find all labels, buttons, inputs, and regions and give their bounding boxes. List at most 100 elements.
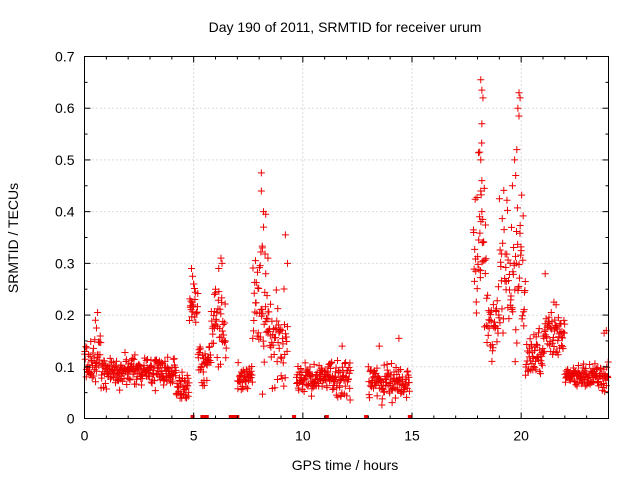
data-point: [508, 223, 516, 231]
data-point: [178, 368, 186, 376]
data-point: [248, 362, 256, 370]
data-point: [158, 367, 166, 375]
data-point: [194, 354, 202, 362]
data-point: [472, 309, 480, 317]
data-point: [509, 308, 517, 316]
data-point: [480, 323, 488, 331]
data-point: [503, 196, 511, 204]
data-point: [392, 363, 400, 371]
data-point: [473, 285, 481, 293]
x-tick-labels: 0 5 10 15 20: [81, 428, 530, 444]
data-point: [513, 339, 521, 347]
data-point: [581, 382, 589, 390]
data-point: [89, 349, 97, 357]
data-point: [553, 325, 561, 333]
data-point: [480, 184, 488, 192]
data-point: [560, 329, 568, 337]
data-point: [280, 382, 288, 390]
data-point: [187, 297, 195, 305]
data-point: [91, 336, 99, 344]
data-point: [300, 376, 308, 384]
data-point: [210, 339, 218, 347]
data-point: [215, 265, 223, 273]
data-point: [378, 395, 386, 403]
data-point: [477, 267, 485, 275]
data-point: [184, 382, 192, 390]
data-point: [132, 380, 140, 388]
data-point: [553, 324, 561, 332]
data-point: [516, 229, 524, 237]
data-point: [540, 347, 548, 355]
data-point: [478, 139, 486, 147]
data-point: [517, 247, 525, 255]
y-tick-label: 0.4: [55, 204, 75, 220]
data-point: [520, 306, 528, 314]
data-point: [218, 259, 226, 267]
data-point: [273, 358, 281, 366]
data-point: [486, 316, 494, 324]
zero-marker: [204, 415, 209, 419]
data-point: [494, 283, 502, 291]
zero-marker: [292, 415, 297, 419]
data-point: [263, 314, 271, 322]
data-point: [378, 401, 386, 409]
data-point: [216, 305, 224, 313]
data-point: [542, 331, 550, 339]
data-point: [267, 300, 275, 308]
data-point: [200, 381, 208, 389]
data-point: [532, 333, 540, 341]
zero-marker: [324, 415, 329, 419]
data-point: [171, 363, 179, 371]
data-point: [511, 156, 519, 164]
data-point: [151, 377, 159, 385]
data-point: [484, 331, 492, 339]
data-point: [107, 358, 115, 366]
data-point: [193, 303, 201, 311]
data-point: [546, 324, 554, 332]
data-point: [522, 371, 530, 379]
data-point: [390, 384, 398, 392]
data-point: [91, 316, 99, 324]
data-point: [537, 370, 545, 378]
data-point: [210, 312, 218, 320]
data-point: [558, 334, 566, 342]
data-point: [345, 375, 353, 383]
data-point: [275, 344, 283, 352]
data-point: [503, 250, 511, 258]
y-tick-label: 0.1: [55, 359, 75, 375]
data-point: [194, 289, 202, 297]
data-point: [306, 363, 314, 371]
data-point: [549, 334, 557, 342]
data-point: [344, 376, 352, 384]
data-point: [366, 394, 374, 402]
zero-marker: [202, 415, 207, 419]
data-point: [256, 262, 264, 270]
data-point: [580, 360, 588, 368]
data-point: [190, 313, 198, 321]
data-point: [472, 267, 480, 275]
data-point: [234, 359, 242, 367]
data-point: [237, 386, 245, 394]
data-point: [256, 333, 264, 341]
data-point: [259, 337, 267, 345]
data-point: [259, 310, 267, 318]
data-point: [253, 268, 261, 276]
data-point: [92, 367, 100, 375]
data-point: [280, 285, 288, 293]
data-point: [138, 381, 146, 389]
data-point: [271, 334, 279, 342]
data-point: [515, 89, 523, 97]
data-point: [144, 356, 152, 364]
data-point: [184, 374, 192, 382]
data-point: [112, 363, 120, 371]
data-point: [586, 361, 594, 369]
data-point: [346, 359, 354, 367]
y-tick-label: 0.3: [55, 255, 75, 271]
data-point: [310, 360, 318, 368]
data-point: [152, 356, 160, 364]
data-point: [181, 378, 189, 386]
data-point: [512, 252, 520, 260]
data-point: [515, 112, 523, 120]
y-tick-label: 0.5: [55, 152, 75, 168]
data-point: [521, 277, 529, 285]
